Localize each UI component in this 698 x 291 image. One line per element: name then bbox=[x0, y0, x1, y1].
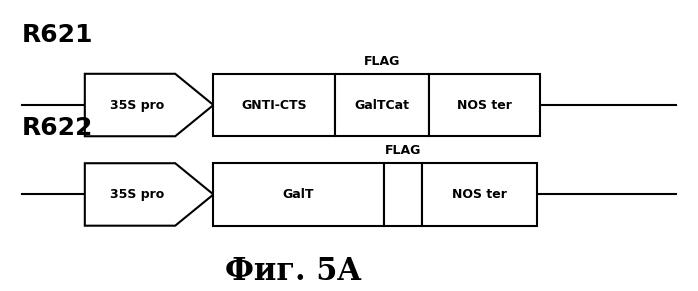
Bar bbox=[214, 163, 384, 226]
Bar bbox=[384, 163, 422, 226]
Text: GNTI-CTS: GNTI-CTS bbox=[242, 99, 307, 111]
Text: FLAG: FLAG bbox=[385, 144, 422, 157]
Text: GalT: GalT bbox=[283, 188, 314, 201]
Text: FLAG: FLAG bbox=[364, 54, 401, 68]
Bar bbox=[335, 74, 429, 136]
Text: R622: R622 bbox=[22, 116, 94, 140]
Text: NOS ter: NOS ter bbox=[452, 188, 507, 201]
Text: NOS ter: NOS ter bbox=[457, 99, 512, 111]
Text: 35S pro: 35S pro bbox=[110, 99, 164, 111]
Bar bbox=[429, 74, 540, 136]
Text: Фиг. 5A: Фиг. 5A bbox=[225, 255, 362, 287]
Polygon shape bbox=[85, 163, 214, 226]
Text: GalTCat: GalTCat bbox=[355, 99, 410, 111]
Text: 35S pro: 35S pro bbox=[110, 188, 164, 201]
Text: R621: R621 bbox=[22, 24, 94, 47]
Bar bbox=[214, 74, 335, 136]
Polygon shape bbox=[85, 74, 214, 136]
Bar bbox=[422, 163, 537, 226]
